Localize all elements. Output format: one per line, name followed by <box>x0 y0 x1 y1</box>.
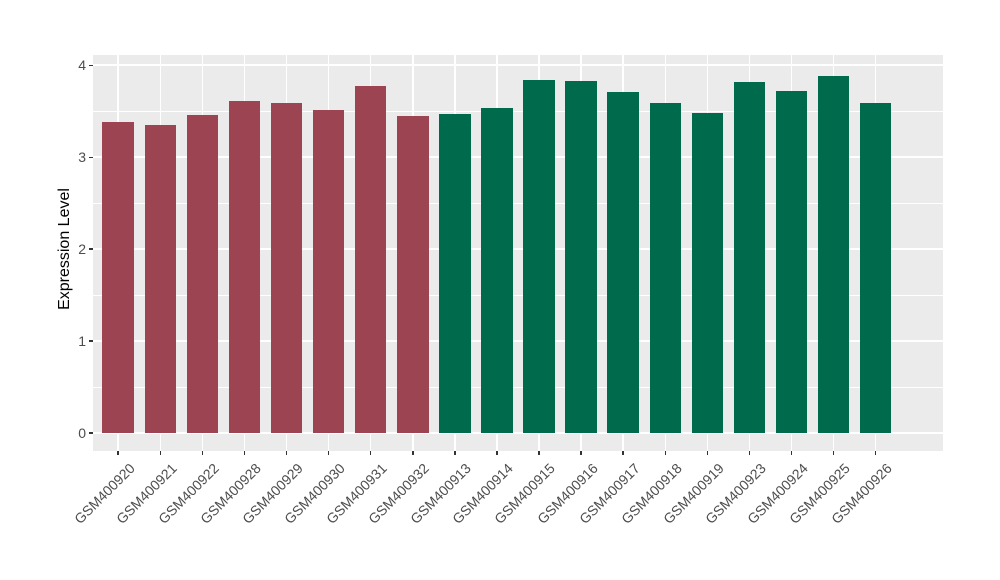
bar-GSM400916 <box>565 81 597 433</box>
bar-GSM400924 <box>775 91 808 433</box>
bar-GSM400926 <box>859 103 892 433</box>
y-tick-mark <box>89 248 93 250</box>
y-tick-label: 0 <box>78 425 86 441</box>
bar-GSM400931 <box>354 85 387 433</box>
bar-GSM400914 <box>481 107 513 433</box>
bar-GSM400925 <box>817 75 850 433</box>
bar-GSM400920 <box>102 122 134 433</box>
gridline-major-horizontal <box>93 340 943 343</box>
x-tick-mark <box>832 451 835 455</box>
gridline-minor-horizontal <box>93 110 943 112</box>
x-tick-mark <box>159 451 162 455</box>
x-tick-mark <box>790 451 793 455</box>
x-tick-mark <box>117 451 119 455</box>
x-tick-mark <box>412 451 414 455</box>
plot-panel <box>93 55 943 451</box>
y-tick-label: 4 <box>78 57 86 74</box>
x-tick-mark <box>201 451 204 455</box>
x-tick-mark <box>664 451 667 455</box>
gridline-major-horizontal <box>93 64 943 67</box>
x-tick-mark <box>748 451 751 455</box>
gridline-major-horizontal <box>93 248 943 251</box>
bar-GSM400915 <box>523 80 555 433</box>
y-tick-label: 3 <box>78 149 86 166</box>
bar-GSM400921 <box>144 125 177 433</box>
y-tick-mark <box>89 432 93 434</box>
x-tick-mark <box>243 451 246 455</box>
y-tick-label: 2 <box>78 241 86 258</box>
x-tick-mark <box>369 451 372 455</box>
gridline-major-horizontal <box>93 156 943 159</box>
bar-GSM400932 <box>397 115 429 433</box>
x-tick-mark <box>874 451 877 455</box>
gridline-minor-horizontal <box>93 202 943 204</box>
y-tick-mark <box>89 64 93 67</box>
gridline-major-horizontal <box>93 432 943 434</box>
gridline-minor-horizontal <box>93 386 943 388</box>
bar-GSM400928 <box>228 101 261 433</box>
x-tick-mark <box>622 451 624 455</box>
bar-GSM400919 <box>691 113 724 433</box>
y-tick-mark <box>89 156 93 159</box>
x-tick-mark <box>327 451 330 455</box>
x-tick-mark <box>496 451 498 455</box>
x-tick-mark <box>454 451 456 455</box>
y-tick-mark <box>89 340 93 342</box>
y-tick-label: 1 <box>78 333 86 350</box>
bar-GSM400923 <box>733 81 766 433</box>
bar-GSM400922 <box>186 115 219 433</box>
x-tick-mark <box>580 451 582 455</box>
x-tick-mark <box>538 451 540 455</box>
x-tick-mark <box>706 451 709 455</box>
bar-GSM400918 <box>649 103 682 433</box>
bar-GSM400913 <box>439 114 471 433</box>
bar-GSM400930 <box>312 110 345 433</box>
bar-GSM400929 <box>270 103 303 433</box>
bar-GSM400917 <box>607 92 639 433</box>
gridline-minor-horizontal <box>93 294 943 296</box>
x-tick-mark <box>285 451 288 455</box>
